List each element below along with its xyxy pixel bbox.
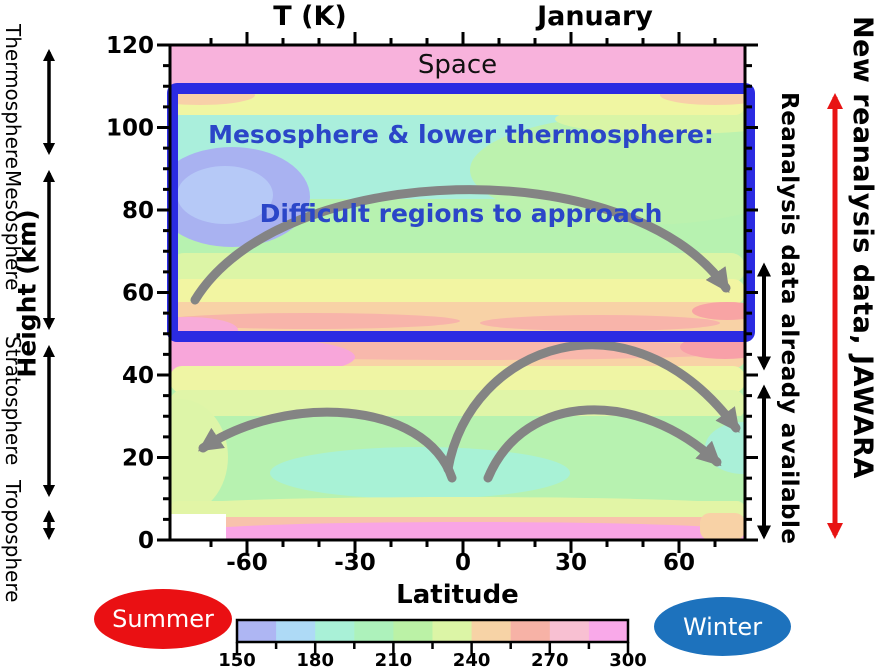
svg-text:40: 40	[122, 363, 154, 389]
layer-label-thermosphere: Thermosphere	[1, 24, 25, 169]
svg-text:30: 30	[555, 550, 587, 576]
svg-text:210: 210	[375, 650, 413, 669]
svg-text:-60: -60	[226, 550, 268, 576]
svg-text:270: 270	[531, 650, 569, 669]
svg-text:300: 300	[609, 650, 647, 669]
svg-text:-30: -30	[334, 550, 376, 576]
summer-badge-label: Summer	[112, 605, 214, 633]
svg-text:60: 60	[663, 550, 695, 576]
svg-text:80: 80	[122, 198, 154, 224]
mesosphere-highlight-box: Mesosphere & lower thermosphere: Difficu…	[167, 83, 755, 342]
winter-badge: Winter	[654, 597, 791, 656]
svg-text:180: 180	[296, 650, 334, 669]
x-axis-label: Latitude	[396, 580, 519, 610]
svg-text:0: 0	[138, 528, 154, 554]
layer-label-troposphere: Troposphere	[1, 480, 25, 603]
summer-badge: Summer	[94, 589, 232, 649]
svg-text:240: 240	[453, 650, 491, 669]
new-reanalysis-label: New reanalysis data, JAWARA	[847, 16, 878, 479]
colorbar: 150 180 210 240 270 300	[218, 618, 647, 669]
space-label: Space	[417, 50, 498, 80]
svg-text:120: 120	[106, 33, 154, 59]
reanalysis-available-label: Reanalysis data already available	[776, 92, 802, 545]
month-label: January	[537, 1, 653, 32]
svg-text:150: 150	[218, 650, 256, 669]
highlight-text-line1: Mesosphere & lower thermosphere:	[208, 120, 714, 149]
svg-text:0: 0	[455, 550, 471, 576]
svg-text:20: 20	[122, 446, 154, 472]
svg-text:60: 60	[122, 281, 154, 307]
layer-label-stratosphere: Stratosphere	[1, 336, 25, 466]
layer-label-mesosphere: Mesosphere	[1, 170, 25, 291]
winter-badge-label: Winter	[682, 612, 763, 641]
colorbar-title: T (K)	[273, 1, 347, 32]
svg-text:100: 100	[106, 116, 154, 142]
highlight-text-line2: Difficult regions to approach	[259, 199, 663, 228]
